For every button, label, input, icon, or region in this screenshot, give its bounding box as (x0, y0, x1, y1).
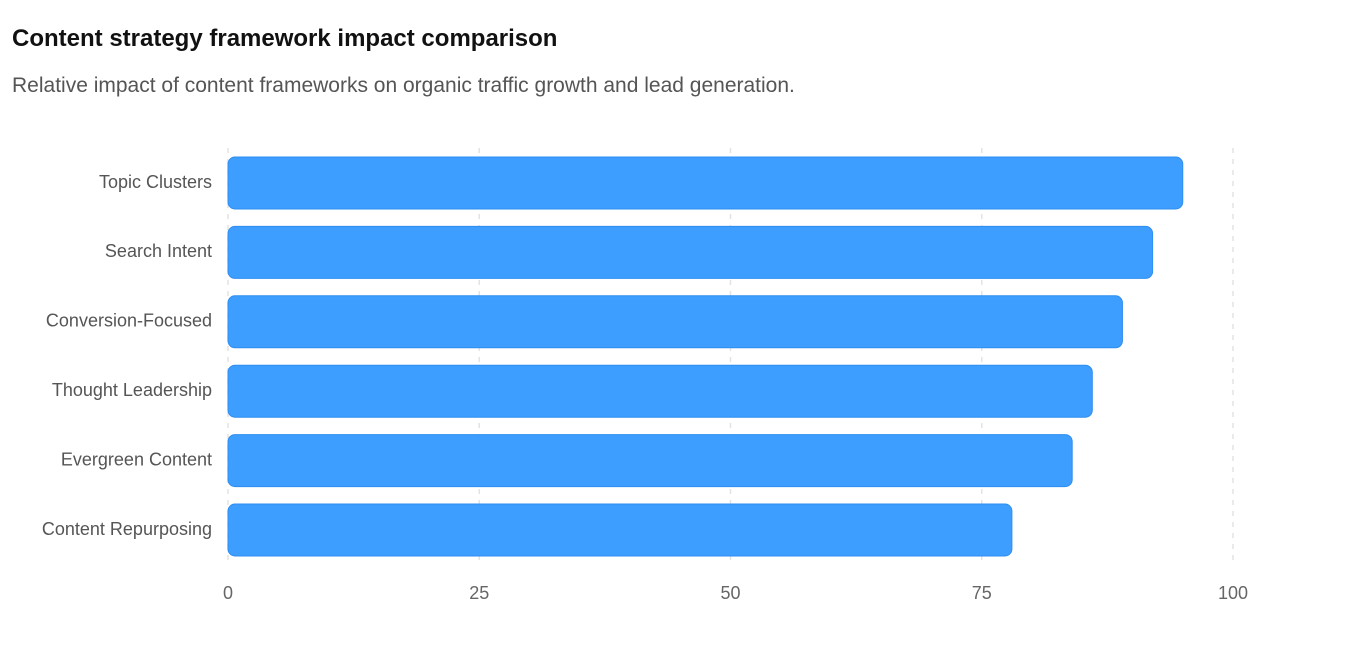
bar (227, 434, 1073, 488)
category-labels: Topic Clusters Search Intent Conversion-Fo… (42, 172, 212, 539)
bar (227, 295, 1123, 349)
category-label: Content Repurposing (42, 519, 212, 539)
x-tick-label: 0 (223, 583, 233, 603)
category-label: Evergreen Content (61, 449, 212, 469)
category-label: Thought Leadership (52, 380, 212, 400)
bars (227, 156, 1184, 557)
x-tick-label: 50 (720, 583, 740, 603)
bar (227, 364, 1093, 418)
x-tick-label: 100 (1218, 583, 1248, 603)
category-label: Search Intent (105, 241, 212, 261)
x-tick-label: 25 (469, 583, 489, 603)
bar (227, 156, 1184, 210)
x-tick-label: 75 (972, 583, 992, 603)
x-axis-ticks: 0 25 50 75 100 (223, 583, 1248, 603)
category-label: Conversion-Focused (46, 311, 212, 331)
chart-subtitle: Relative impact of content frameworks on… (12, 74, 795, 97)
chart-title: Content strategy framework impact compar… (12, 25, 558, 52)
bar (227, 225, 1154, 279)
grid-lines (227, 148, 1234, 566)
bar (227, 503, 1013, 557)
category-label: Topic Clusters (99, 172, 212, 192)
